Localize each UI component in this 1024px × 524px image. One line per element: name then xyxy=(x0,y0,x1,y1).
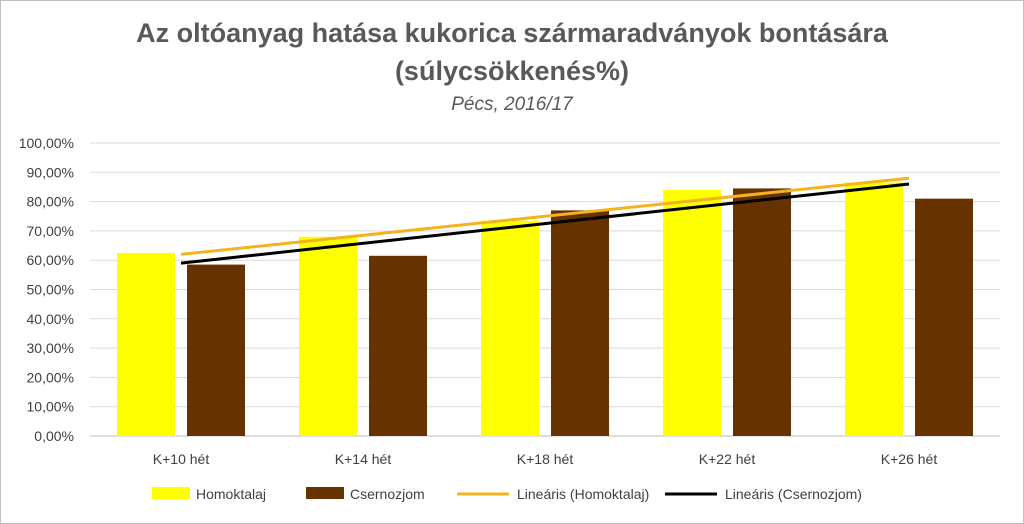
legend-swatch xyxy=(152,487,190,499)
y-tick-label: 80,00% xyxy=(27,194,74,210)
bar-csernozjom xyxy=(551,210,609,436)
legend-label: Csernozjom xyxy=(350,486,425,502)
trendline xyxy=(180,176,910,256)
bar-homoktalaj xyxy=(117,252,175,436)
y-tick-label: 100,00% xyxy=(19,135,74,151)
bar-homoktalaj xyxy=(481,220,539,436)
y-tick-label: 20,00% xyxy=(27,369,74,385)
x-tick-label: K+14 hét xyxy=(335,451,392,467)
bar-csernozjom xyxy=(733,188,791,436)
trendline xyxy=(180,182,910,265)
x-tick-label: K+26 hét xyxy=(881,451,938,467)
x-tick-label: K+22 hét xyxy=(699,451,756,467)
bar-csernozjom xyxy=(187,264,245,436)
y-tick-label: 30,00% xyxy=(27,340,74,356)
y-tick-label: 70,00% xyxy=(27,223,74,239)
x-tick-label: K+18 hét xyxy=(517,451,574,467)
chart-title-line2: (súlycsökkenés%) xyxy=(394,56,630,86)
y-tick-label: 50,00% xyxy=(27,282,74,298)
y-tick-label: 40,00% xyxy=(27,311,74,327)
y-tick-label: 10,00% xyxy=(27,399,74,415)
bar-homoktalaj xyxy=(845,182,903,436)
legend-label: Homoktalaj xyxy=(196,486,266,502)
y-tick-label: 0,00% xyxy=(34,428,74,444)
chart-subtitle: Pécs, 2016/17 xyxy=(451,94,573,115)
legend-label: Lineáris (Csernozjom) xyxy=(725,486,862,502)
chart-title: Az oltóanyag hatása kukorica szármaradvá… xyxy=(136,18,888,48)
legend-label: Lineáris (Homoktalaj) xyxy=(517,486,649,502)
bar-homoktalaj xyxy=(663,189,721,436)
legend-swatch xyxy=(306,487,344,499)
bar-csernozjom xyxy=(369,255,427,436)
bar-homoktalaj xyxy=(299,236,357,436)
x-tick-label: K+10 hét xyxy=(153,451,210,467)
y-tick-label: 60,00% xyxy=(27,252,74,268)
y-tick-label: 90,00% xyxy=(27,164,74,180)
bar-csernozjom xyxy=(915,198,973,436)
